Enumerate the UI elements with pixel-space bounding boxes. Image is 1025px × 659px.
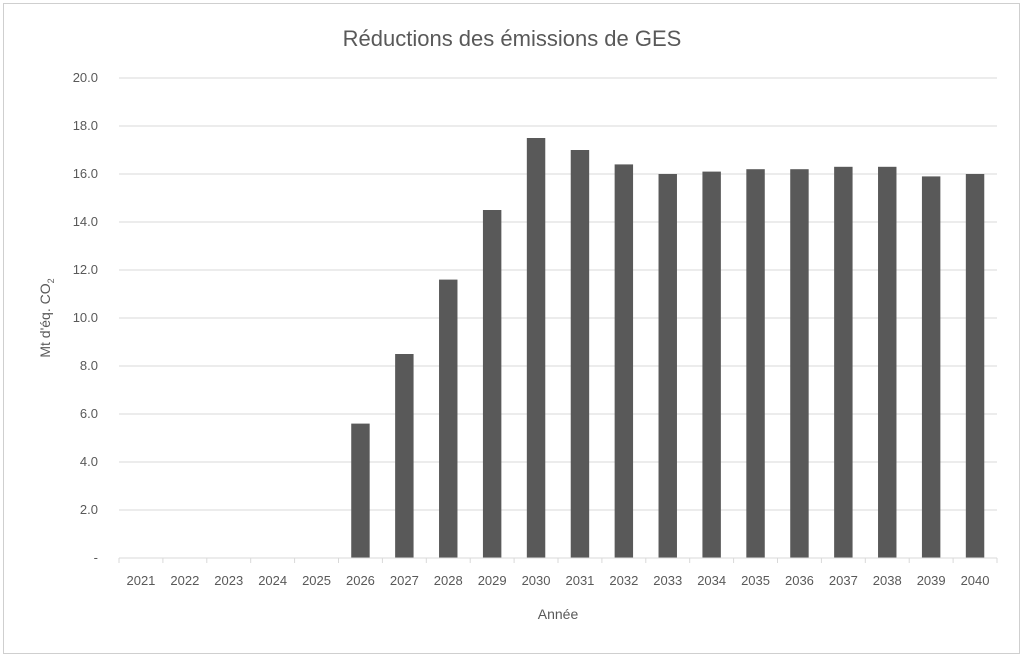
bar-2030 xyxy=(526,138,546,558)
x-tick-label: 2040 xyxy=(961,573,990,588)
x-tick-label: 2025 xyxy=(302,573,331,588)
bar-2038 xyxy=(878,166,897,559)
bar-2029 xyxy=(482,210,502,558)
x-tick-label: 2021 xyxy=(126,573,155,588)
x-tick-label: 2023 xyxy=(214,573,243,588)
x-tick-label: 2029 xyxy=(478,573,507,588)
bars xyxy=(351,138,985,559)
x-tick-label: 2022 xyxy=(170,573,199,588)
bar-2039 xyxy=(921,176,941,558)
y-tick-label: 14.0 xyxy=(73,214,98,229)
x-tick-label: 2026 xyxy=(346,573,375,588)
x-tick-label: 2032 xyxy=(609,573,638,588)
y-axis-label: Mt d'éq. CO2 xyxy=(37,278,56,357)
x-tick-label: 2036 xyxy=(785,573,814,588)
bar-2040 xyxy=(965,174,985,558)
x-tick-label: 2031 xyxy=(565,573,594,588)
bar-2035 xyxy=(746,169,765,558)
bar-2033 xyxy=(658,174,677,558)
chart-title: Réductions des émissions de GES xyxy=(343,26,682,51)
y-tick-label: 8.0 xyxy=(80,358,98,373)
x-tick-label: 2030 xyxy=(522,573,551,588)
y-tick-label: 12.0 xyxy=(73,262,98,277)
bar-2028 xyxy=(439,279,458,558)
y-tick-label: 16.0 xyxy=(73,166,98,181)
y-tick-label: 4.0 xyxy=(80,454,98,469)
bar-2027 xyxy=(395,354,414,558)
gridlines xyxy=(119,77,997,511)
bar-2032 xyxy=(614,164,634,558)
x-tick-label: 2035 xyxy=(741,573,770,588)
y-tick-label: 2.0 xyxy=(80,502,98,517)
y-axis-label-main: Mt d'éq. CO xyxy=(37,283,53,357)
x-tick-label: 2037 xyxy=(829,573,858,588)
y-axis-label-subscript: 2 xyxy=(46,278,56,283)
y-tick-label: - xyxy=(94,550,98,565)
x-tick-label: 2038 xyxy=(873,573,902,588)
x-axis-label: Année xyxy=(538,606,579,622)
bar-2037 xyxy=(834,166,853,559)
x-tick-label: 2033 xyxy=(653,573,682,588)
x-tick-label: 2024 xyxy=(258,573,287,588)
x-tick-label: 2039 xyxy=(917,573,946,588)
y-tick-label: 10.0 xyxy=(73,310,98,325)
bar-2031 xyxy=(570,150,590,558)
bar-2034 xyxy=(702,171,721,558)
y-tick-label: 18.0 xyxy=(73,118,98,133)
x-tick-label: 2027 xyxy=(390,573,419,588)
y-tick-label: 20.0 xyxy=(73,70,98,85)
y-axis-ticks: - 2.0 4.0 6.0 8.0 10.0 12.0 14.0 16.0 18.0 20.0 xyxy=(73,70,98,565)
x-tick-label: 2034 xyxy=(697,573,726,588)
x-axis-ticks: 2021 2022 2023 2024 2025 2026 2027 2028 2029 2030… xyxy=(118,558,998,588)
y-tick-label: 6.0 xyxy=(80,406,98,421)
x-tick-label: 2028 xyxy=(434,573,463,588)
bar-2026 xyxy=(351,423,370,558)
bar-2036 xyxy=(790,169,809,558)
